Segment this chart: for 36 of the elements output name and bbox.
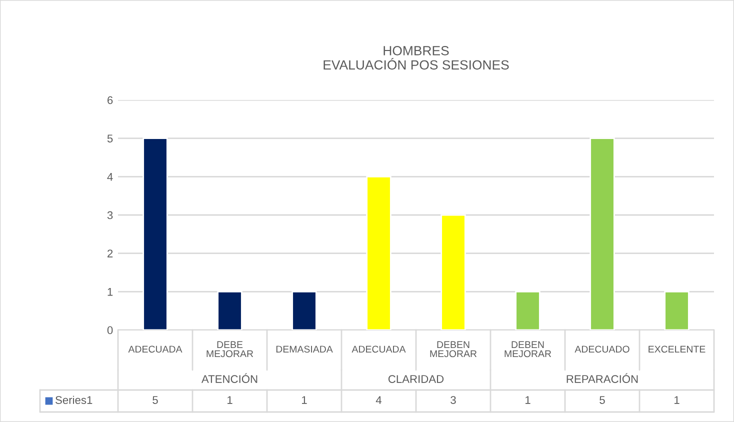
text: REPARACIÓN bbox=[566, 373, 638, 383]
bar bbox=[515, 290, 540, 330]
data-label: 3 bbox=[450, 396, 456, 404]
data-label: 1 bbox=[302, 396, 307, 404]
data-label: 5 bbox=[600, 396, 605, 404]
y-tick-label: 5 bbox=[107, 134, 113, 142]
bar bbox=[366, 176, 392, 330]
y-tick-label: 6 bbox=[108, 96, 113, 104]
y-tick-label: 1 bbox=[108, 288, 113, 296]
bar bbox=[440, 214, 466, 330]
x-tick-label: ADECUADA bbox=[352, 346, 406, 353]
x-tick-label: EXCELENTE bbox=[648, 346, 706, 353]
x-tick-label: DEBE MEJORAR bbox=[206, 341, 254, 358]
text: CLARIDAD bbox=[388, 375, 444, 383]
bar bbox=[292, 290, 317, 330]
bar bbox=[590, 138, 615, 330]
data-label: 1 bbox=[526, 396, 530, 404]
data-label: 1 bbox=[228, 396, 232, 404]
bar bbox=[217, 290, 242, 330]
x-tick-label: DEMASIADA bbox=[276, 346, 333, 353]
y-tick-label: 0 bbox=[107, 326, 113, 334]
bar bbox=[142, 138, 168, 330]
x-tick-label: ADECUADA bbox=[128, 346, 182, 353]
chart-title: HOMBRES EVALUACIÓN POS SESIONES bbox=[324, 46, 509, 70]
data-label: 5 bbox=[152, 396, 158, 404]
data-label: 4 bbox=[376, 396, 382, 404]
x-tick-label: ADECUADO bbox=[574, 346, 630, 353]
data-label: 1 bbox=[674, 396, 680, 404]
x-tick-label: DEBEN MEJORAR bbox=[430, 341, 477, 358]
text: ATENCIÓN bbox=[201, 373, 258, 383]
y-tick-label: 2 bbox=[108, 250, 113, 258]
x-tick-label: DEBEN MEJORAR bbox=[504, 341, 552, 358]
y-tick-label: 3 bbox=[107, 211, 113, 220]
text: Series1 bbox=[56, 396, 92, 404]
bar bbox=[664, 290, 690, 330]
y-tick-label: 4 bbox=[107, 173, 113, 181]
